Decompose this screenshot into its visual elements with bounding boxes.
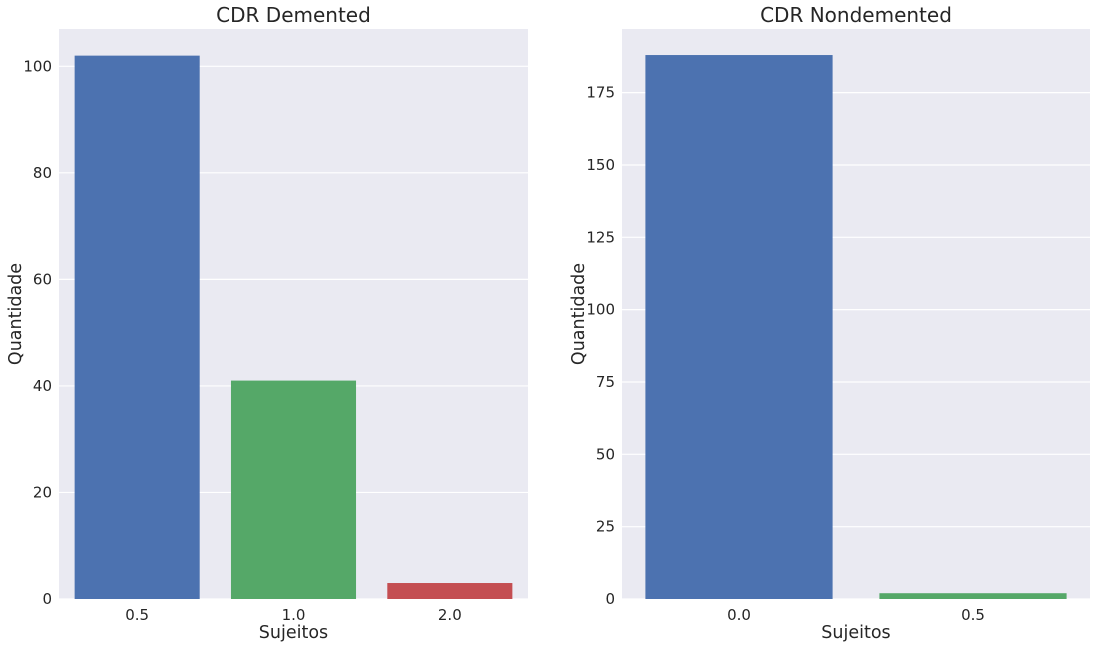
x-axis-label: Sujeitos (259, 623, 328, 643)
bars (645, 55, 1067, 600)
y-tick-label: 100 (586, 301, 615, 319)
y-tick-label: 150 (586, 156, 615, 174)
y-tick-label: 80 (33, 164, 52, 182)
x-tick-label: 0.0 (727, 606, 751, 624)
x-axis-label: Sujeitos (821, 623, 890, 643)
chart-cdr-nondemented: 0 25 50 75 100 125 150 175 0.0 0.5 CDR Nondement… (569, 3, 1090, 643)
y-tick-label: 20 (33, 483, 52, 501)
y-tick-label: 0 (605, 590, 615, 608)
chart-title: CDR Demented (216, 3, 371, 27)
chart-title: CDR Nondemented (760, 3, 952, 27)
x-tick-label: 1.0 (282, 606, 306, 624)
bars (74, 55, 513, 600)
y-axis-label: Quantidade (569, 263, 589, 365)
y-tick-label: 75 (596, 373, 615, 391)
y-tick-labels: 0 20 40 60 80 100 (23, 57, 52, 608)
x-tick-labels: 0.0 0.5 (727, 606, 985, 624)
y-tick-label: 100 (23, 57, 52, 75)
chart-cdr-demented: 0 20 40 60 80 100 0.5 1.0 2.0 CDR Demented Suje… (6, 3, 528, 643)
bar-0-0 (645, 55, 833, 600)
bar-2-0 (387, 583, 513, 599)
y-tick-label: 50 (596, 445, 615, 463)
x-tick-label: 0.5 (125, 606, 149, 624)
y-tick-label: 25 (596, 518, 615, 536)
x-tick-label: 0.5 (961, 606, 985, 624)
y-tick-label: 125 (586, 228, 615, 246)
y-tick-label: 175 (586, 84, 615, 102)
y-tick-labels: 0 25 50 75 100 125 150 175 (586, 84, 615, 608)
x-tick-label: 2.0 (438, 606, 462, 624)
y-axis-label: Quantidade (6, 263, 26, 365)
y-tick-label: 60 (33, 270, 52, 288)
bar-0-5 (879, 593, 1067, 599)
y-tick-label: 40 (33, 377, 52, 395)
bar-1-0 (230, 380, 357, 599)
y-tick-label: 0 (42, 590, 52, 608)
x-tick-labels: 0.5 1.0 2.0 (125, 606, 462, 624)
bar-0-5 (74, 55, 200, 600)
